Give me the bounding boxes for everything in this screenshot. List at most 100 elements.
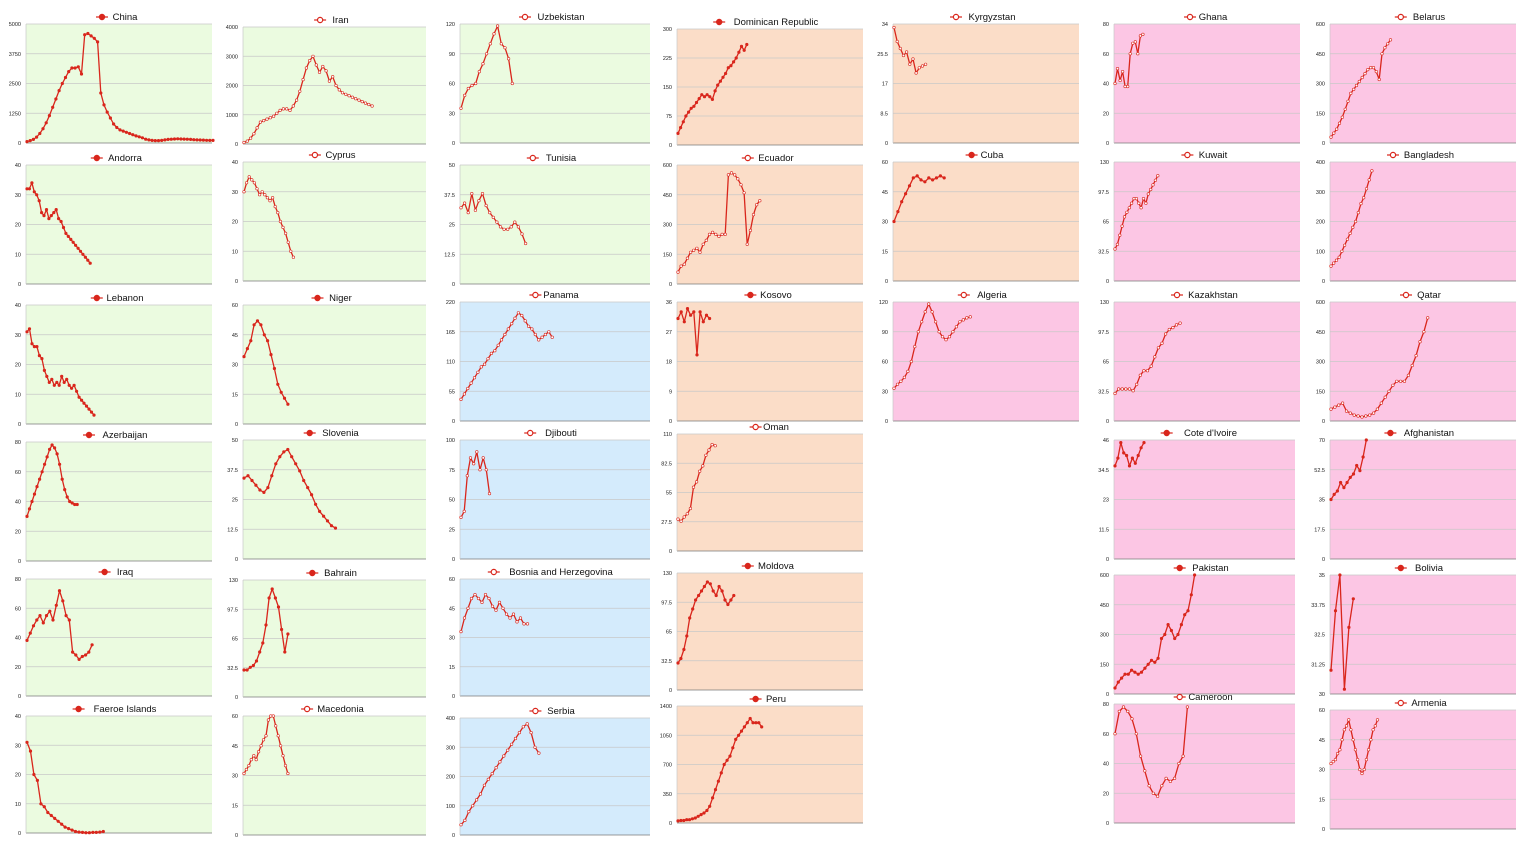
data-point [1332,492,1336,497]
data-point [64,613,68,618]
data-point [525,722,529,726]
data-point [676,819,680,823]
data-point [137,135,141,139]
data-point [1189,593,1193,597]
data-point [65,495,69,499]
y-tick-label: 30 [449,636,455,642]
data-point [70,650,75,654]
chart-title: Macedonia [317,704,364,715]
data-point [682,262,686,266]
data-point [466,86,470,91]
data-point [914,71,918,75]
data-point [1362,196,1366,200]
y-tick-label: 40 [1103,82,1109,88]
data-point [1166,622,1170,627]
data-point [1359,202,1363,206]
data-point [923,310,927,314]
data-point [27,507,32,511]
data-point [1386,42,1390,46]
data-point [701,464,705,468]
data-point [726,602,730,607]
data-point [1120,387,1124,391]
data-point [459,629,463,634]
data-point [895,382,900,386]
data-point [350,95,355,99]
data-point [1151,791,1155,795]
data-point [1358,767,1362,772]
data-point [1136,52,1140,56]
data-point [737,50,741,54]
y-tick-label: 30 [1319,768,1325,774]
data-point [73,243,78,247]
legend-marker [98,13,106,21]
data-point [704,313,709,317]
data-point [325,519,330,523]
data-point [1146,192,1150,196]
data-point [108,116,112,120]
y-tick-label: 15 [232,803,238,809]
y-tick-label: 27.5 [661,520,672,526]
data-point [140,136,144,140]
data-point [682,818,686,823]
data-point [1176,632,1180,637]
data-point [510,742,514,746]
data-point [57,589,62,593]
data-point [1141,32,1145,37]
data-point [37,354,42,358]
y-tick-label: 60 [1103,732,1109,738]
data-point [262,118,266,123]
data-point [1348,231,1352,235]
data-point [281,754,285,758]
data-point [1360,75,1364,80]
data-point [1338,573,1342,577]
y-tick-label: 700 [663,763,672,769]
data-point [63,75,68,80]
data-point [28,749,33,753]
data-point [713,787,718,792]
data-point [247,763,251,768]
data-point [679,818,683,823]
data-point [698,250,702,254]
data-point [286,402,290,406]
y-tick-label: 400 [1316,160,1325,166]
data-point [917,66,921,70]
data-point [1142,441,1146,445]
data-point [1149,658,1154,662]
data-point [516,311,521,315]
data-point [904,50,909,54]
data-point [708,95,712,99]
y-tick-label: 55 [449,389,455,395]
data-point [89,34,93,38]
data-point [697,96,701,101]
data-point [134,134,138,138]
data-point [77,395,81,399]
data-point [902,375,907,380]
data-point [1139,670,1144,674]
data-point [245,668,249,672]
data-point [278,108,282,112]
data-point [1406,373,1410,378]
data-point [254,659,259,663]
y-tick-label: 40 [1103,762,1109,768]
data-point [70,66,74,70]
data-point [274,462,278,466]
data-point [1369,738,1373,742]
data-point [258,120,263,124]
data-point [1120,69,1125,74]
data-point [1347,718,1351,722]
data-point [1126,709,1130,714]
data-point [66,234,70,238]
data-point [86,258,90,262]
data-point [685,256,690,260]
data-point [50,377,54,382]
chart-title: Lebanon [107,293,144,304]
chart-title: Oman [763,422,789,433]
y-tick-label: 0 [235,422,238,428]
data-point [470,83,474,88]
data-point [67,618,71,622]
data-point [295,98,299,102]
data-point [25,514,29,519]
data-point [245,139,249,143]
data-point [198,138,202,142]
data-point [246,474,250,478]
